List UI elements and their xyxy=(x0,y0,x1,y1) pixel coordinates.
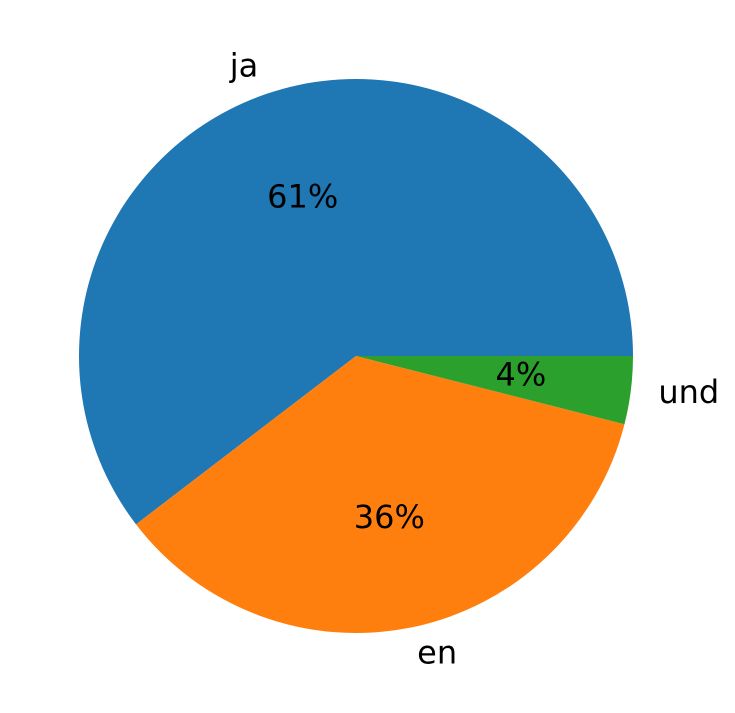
percent-label: 61% xyxy=(267,178,338,216)
pie-slice xyxy=(356,356,633,425)
pie-slice xyxy=(78,78,633,525)
slice-label: en xyxy=(417,633,457,671)
percent-label: 4% xyxy=(496,356,547,394)
slice-label: und xyxy=(658,373,719,411)
percent-label: 36% xyxy=(354,498,425,536)
slice-label: ja xyxy=(229,46,259,84)
pie-slice xyxy=(136,356,625,634)
